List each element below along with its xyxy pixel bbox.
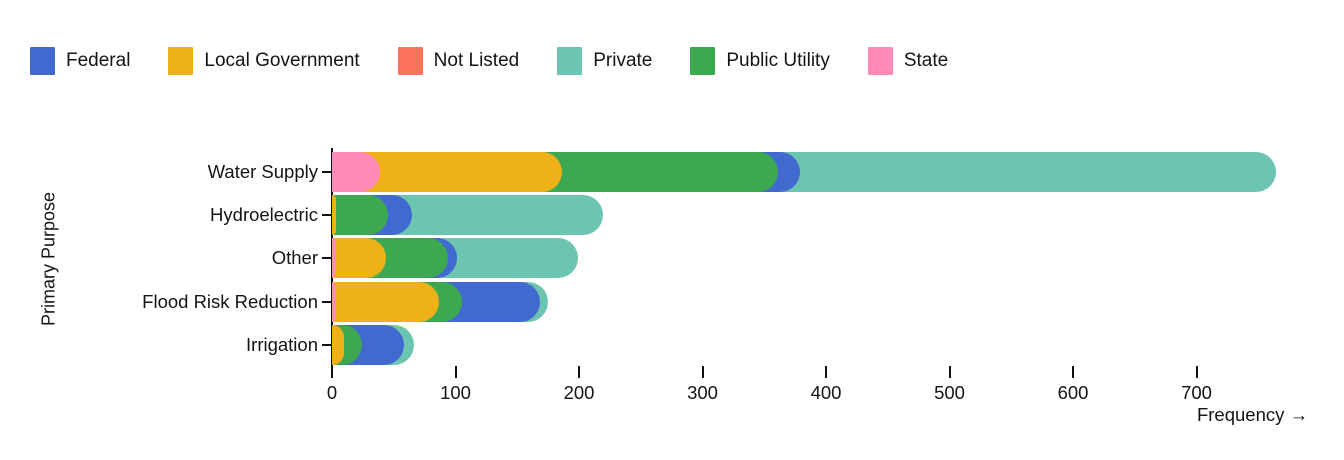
legend-swatch-icon bbox=[30, 47, 55, 75]
bar-segment-flood-risk-reduction-state bbox=[332, 282, 335, 322]
x-tick-mark bbox=[331, 366, 333, 378]
legend-label: Private bbox=[593, 50, 653, 71]
x-tick-mark bbox=[1072, 366, 1074, 378]
x-tick-label-500: 500 bbox=[934, 382, 965, 403]
x-tick-label-200: 200 bbox=[563, 382, 595, 403]
x-axis-title: Frequency → bbox=[1196, 404, 1308, 425]
y-tick-mark bbox=[322, 257, 331, 260]
x-tick-label-600: 600 bbox=[1057, 382, 1089, 403]
x-tick-label-0: 0 bbox=[326, 382, 338, 403]
bar-segment-other-local-government bbox=[332, 238, 387, 278]
legend: Federal Local Government Not Listed Private… bbox=[30, 47, 948, 75]
legend-swatch-icon bbox=[557, 47, 583, 75]
y-tick-mark bbox=[322, 343, 331, 346]
legend-item-state: State bbox=[867, 47, 949, 75]
legend-label: Local Government bbox=[204, 50, 360, 71]
bar-segment-flood-risk-reduction-local-government bbox=[332, 282, 440, 322]
y-category-label-flood-risk-reduction: Flood Risk Reduction bbox=[142, 290, 318, 312]
y-category-label-other: Other bbox=[271, 247, 318, 269]
legend-swatch-icon bbox=[397, 47, 423, 75]
legend-item-public-utility: Public Utility bbox=[690, 47, 830, 75]
y-category-label-hydroelectric: Hydroelectric bbox=[210, 204, 318, 226]
legend-item-federal: Federal bbox=[30, 47, 130, 75]
x-tick-label-100: 100 bbox=[440, 382, 471, 403]
x-tick-mark bbox=[1195, 366, 1198, 378]
x-tick-label-700: 700 bbox=[1181, 382, 1212, 403]
legend-swatch-icon bbox=[690, 47, 716, 75]
legend-item-local-government: Local Government bbox=[168, 47, 360, 75]
x-tick-mark bbox=[578, 366, 580, 378]
x-tick-mark bbox=[454, 366, 457, 378]
y-tick-mark bbox=[322, 214, 331, 217]
x-tick-label-400: 400 bbox=[810, 382, 842, 403]
legend-item-not-listed: Not Listed bbox=[397, 47, 520, 75]
legend-label: State bbox=[903, 50, 949, 71]
x-tick-label-300: 300 bbox=[687, 382, 718, 403]
y-tick-mark bbox=[322, 171, 331, 173]
legend-label: Not Listed bbox=[433, 50, 520, 71]
bar-segment-hydroelectric-local-government bbox=[332, 195, 336, 235]
legend-label: Federal bbox=[66, 50, 131, 71]
legend-label: Public Utility bbox=[726, 50, 830, 71]
bar-segment-hydroelectric-public-utility bbox=[332, 195, 388, 235]
legend-swatch-icon bbox=[168, 47, 194, 75]
x-tick-mark bbox=[701, 366, 704, 378]
bars-group bbox=[332, 152, 1344, 372]
bar-segment-other-state bbox=[332, 238, 335, 278]
bar-segment-irrigation-local-government bbox=[332, 325, 345, 365]
bar-segment-water-supply-state bbox=[332, 152, 381, 192]
legend-item-private: Private bbox=[557, 47, 652, 75]
legend-swatch-icon bbox=[867, 47, 893, 75]
y-category-label-water-supply: Water Supply bbox=[207, 161, 318, 182]
x-tick-mark bbox=[948, 366, 951, 378]
y-tick-mark bbox=[322, 300, 331, 303]
y-category-label-irrigation: Irrigation bbox=[246, 333, 318, 355]
x-tick-mark bbox=[825, 366, 827, 378]
